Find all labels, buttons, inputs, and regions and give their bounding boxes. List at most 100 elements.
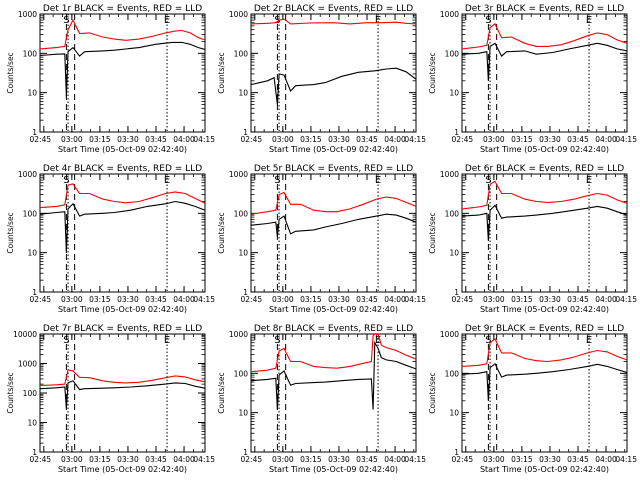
- x-tick-label: 04:15: [615, 135, 637, 144]
- marker-label-e: E: [586, 335, 592, 346]
- x-tick-label: 04:00: [173, 135, 195, 144]
- series-lld: [462, 23, 627, 50]
- x-tick-label: 03:15: [511, 295, 533, 304]
- y-tick-label: 1: [32, 128, 37, 137]
- x-tick-label: 03:15: [511, 135, 533, 144]
- x-tick-label: 04:15: [193, 295, 215, 304]
- x-tick-label: 04:15: [404, 455, 426, 464]
- x-tick-label: 03:00: [483, 295, 505, 304]
- y-tick-label: 1: [32, 448, 37, 457]
- x-tick-label: 03:15: [89, 135, 111, 144]
- y-tick-label: 10: [27, 419, 37, 428]
- y-tick-label: 10: [27, 249, 37, 258]
- x-axis-label: Start Time (05-Oct-09 02:42:40): [480, 145, 609, 154]
- series-events: [462, 42, 627, 81]
- marker-label-s: S: [485, 175, 491, 186]
- y-tick-label: 100: [234, 209, 249, 218]
- panel-9: Det 9r BLACK = Events, RED = LLD 1 10 100 10…: [428, 324, 637, 474]
- marker-label-s: S: [274, 175, 280, 186]
- series-events: [251, 340, 416, 410]
- plot-frame: [461, 13, 628, 133]
- x-tick-label: 03:45: [145, 135, 167, 144]
- series-events: [40, 41, 205, 97]
- x-tick-label: 02:45: [452, 295, 474, 304]
- panel-1: Det 1r BLACK = Events, RED = LLD 1 10 100 10…: [6, 4, 215, 154]
- panel-3: Det 3r BLACK = Events, RED = LLD 1 10 100 10…: [428, 4, 637, 154]
- y-tick-label: 1000: [229, 10, 248, 19]
- x-axis-label: Start Time (05-Oct-09 02:42:40): [58, 305, 187, 314]
- x-axis-label: Start Time (05-Oct-09 02:42:40): [58, 465, 187, 474]
- x-tick-label: 03:00: [483, 455, 505, 464]
- chart-title: Det 1r BLACK = Events, RED = LLD: [43, 4, 202, 14]
- y-tick-label: 100: [445, 49, 460, 58]
- x-tick-label: 03:45: [356, 455, 378, 464]
- y-tick-label: 1000: [440, 330, 459, 339]
- x-tick-label: 04:00: [384, 455, 406, 464]
- x-tick-label: 03:00: [61, 455, 83, 464]
- y-tick-label: 1000: [229, 170, 248, 179]
- plot-frame: [250, 13, 417, 133]
- series-lld: [251, 191, 416, 215]
- y-axis-label: Counts/sec: [428, 52, 437, 93]
- y-tick-label: 1000: [440, 10, 459, 19]
- x-tick-label: 04:00: [173, 455, 195, 464]
- x-tick-label: 02:45: [452, 455, 474, 464]
- marker-label-s: S: [485, 15, 491, 26]
- x-tick-label: 03:30: [539, 455, 561, 464]
- plot-frame: [250, 333, 417, 453]
- chart-title: Det 7r BLACK = Events, RED = LLD: [43, 324, 202, 334]
- x-axis-label: Start Time (05-Oct-09 02:42:40): [269, 145, 398, 154]
- marker-label-s: S: [63, 15, 69, 26]
- marker-label-e: E: [375, 15, 381, 26]
- marker-label-e: E: [586, 15, 592, 26]
- y-axis-label: Counts/sec: [6, 372, 15, 413]
- x-tick-label: 03:45: [356, 295, 378, 304]
- panel-7: Det 7r BLACK = Events, RED = LLD 1 10 100 10…: [6, 324, 215, 474]
- y-axis-label: Counts/sec: [6, 212, 15, 253]
- panel-2: Det 2r BLACK = Events, RED = LLD 1 10 100 10…: [217, 4, 426, 154]
- series-lld: [251, 334, 416, 373]
- chart-title: Det 2r BLACK = Events, RED = LLD: [254, 4, 413, 14]
- x-tick-label: 02:45: [30, 135, 52, 144]
- x-axis-label: Start Time (05-Oct-09 02:42:40): [58, 145, 187, 154]
- y-tick-label: 10: [449, 409, 459, 418]
- x-tick-label: 03:00: [61, 135, 83, 144]
- x-tick-label: 03:45: [145, 455, 167, 464]
- series-events: [40, 380, 205, 409]
- chart-title: Det 4r BLACK = Events, RED = LLD: [43, 164, 202, 174]
- x-tick-label: 04:15: [193, 135, 215, 144]
- y-tick-label: 10: [238, 249, 248, 258]
- x-axis-label: Start Time (05-Oct-09 02:42:40): [269, 305, 398, 314]
- x-tick-label: 03:00: [483, 135, 505, 144]
- x-tick-label: 03:30: [117, 455, 139, 464]
- y-tick-label: 100: [445, 369, 460, 378]
- x-tick-label: 03:30: [539, 295, 561, 304]
- y-tick-label: 1000: [18, 170, 37, 179]
- chart-title: Det 8r BLACK = Events, RED = LLD: [254, 324, 413, 334]
- marker-label-e: E: [164, 335, 170, 346]
- x-tick-label: 03:15: [511, 455, 533, 464]
- series-lld: [40, 18, 205, 50]
- chart-title: Det 5r BLACK = Events, RED = LLD: [254, 164, 413, 174]
- y-tick-label: 100: [445, 209, 460, 218]
- x-tick-label: 03:00: [272, 455, 294, 464]
- x-tick-label: 04:15: [615, 295, 637, 304]
- panel-8: Det 8r BLACK = Events, RED = LLD 1 10 100 10…: [217, 324, 426, 474]
- x-tick-label: 03:30: [539, 135, 561, 144]
- x-tick-label: 03:45: [145, 295, 167, 304]
- x-tick-label: 03:15: [300, 455, 322, 464]
- x-tick-label: 04:00: [595, 455, 617, 464]
- x-tick-label: 03:45: [567, 135, 589, 144]
- x-tick-label: 04:00: [384, 135, 406, 144]
- y-tick-label: 10: [27, 89, 37, 98]
- y-axis-label: Counts/sec: [428, 212, 437, 253]
- chart-title: Det 9r BLACK = Events, RED = LLD: [465, 324, 624, 334]
- y-axis-label: Counts/sec: [217, 372, 226, 413]
- y-tick-label: 1: [243, 288, 248, 297]
- y-tick-label: 100: [23, 49, 38, 58]
- y-tick-label: 10: [449, 249, 459, 258]
- x-tick-label: 03:45: [356, 135, 378, 144]
- x-tick-label: 03:15: [89, 455, 111, 464]
- plot-frame: [39, 173, 206, 293]
- x-tick-label: 03:00: [272, 295, 294, 304]
